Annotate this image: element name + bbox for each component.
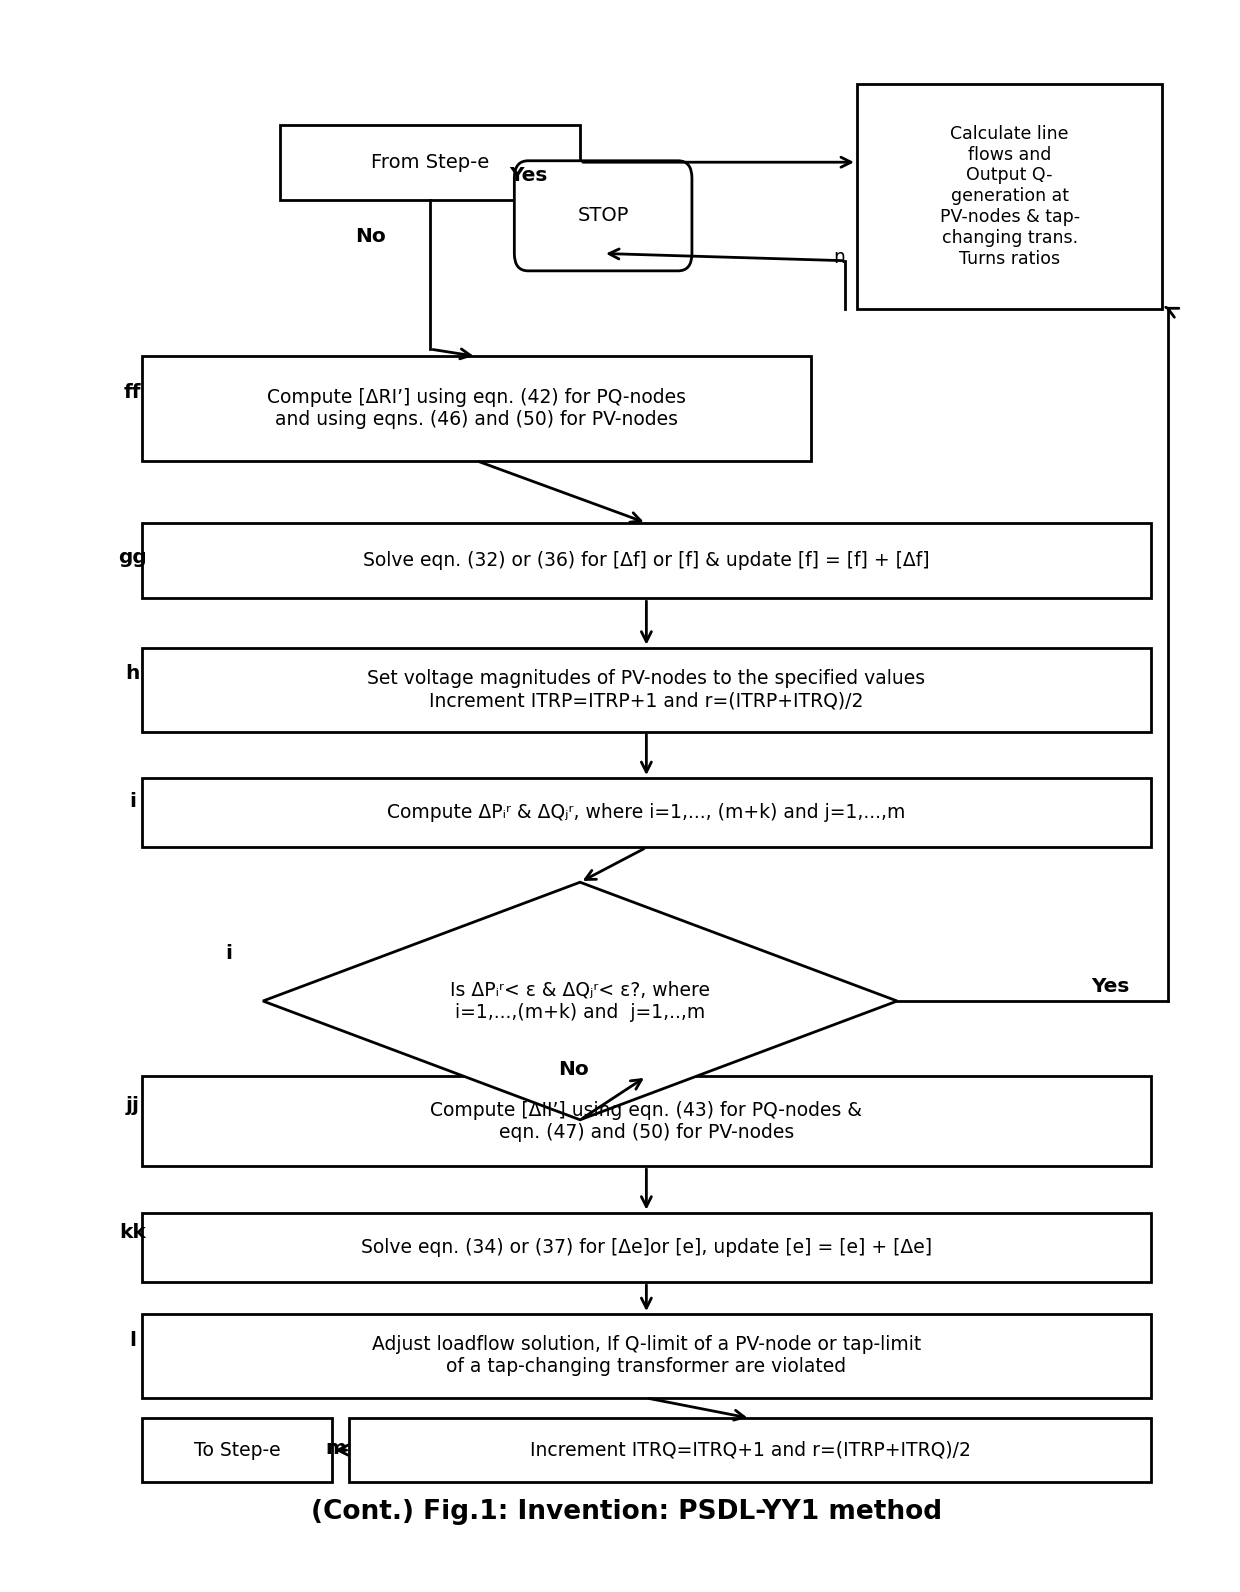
Text: Yes: Yes: [508, 166, 547, 185]
Text: (Cont.) Fig.1: Invention: PSDL-YY1 method: (Cont.) Fig.1: Invention: PSDL-YY1 metho…: [311, 1500, 941, 1525]
Text: Yes: Yes: [1091, 977, 1130, 997]
Text: m: m: [325, 1439, 346, 1458]
Text: Calculate line
flows and
Output Q-
generation at
PV-nodes & tap-
changing trans.: Calculate line flows and Output Q- gener…: [940, 124, 1080, 267]
Bar: [141, 1418, 332, 1482]
Text: From Step-e: From Step-e: [371, 153, 490, 172]
Bar: [141, 1076, 1151, 1167]
Bar: [141, 357, 811, 460]
Text: Compute [ΔII’] using eqn. (43) for PQ-nodes &
eqn. (47) and (50) for PV-nodes: Compute [ΔII’] using eqn. (43) for PQ-no…: [430, 1100, 862, 1141]
Text: Compute [ΔRI’] using eqn. (42) for PQ-nodes
and using eqns. (46) and (50) for PV: Compute [ΔRI’] using eqn. (42) for PQ-no…: [267, 388, 686, 428]
Text: Solve eqn. (32) or (36) for [Δf] or [f] & update [f] = [f] + [Δf]: Solve eqn. (32) or (36) for [Δf] or [f] …: [363, 551, 930, 570]
Text: STOP: STOP: [578, 207, 629, 226]
Bar: [857, 84, 1162, 309]
Bar: [141, 648, 1151, 732]
Text: Compute ΔPᵢʳ & ΔQⱼʳ, where i=1,..., (m+k) and j=1,...,m: Compute ΔPᵢʳ & ΔQⱼʳ, where i=1,..., (m+k…: [387, 804, 905, 821]
Text: gg: gg: [118, 548, 148, 567]
Text: Is ΔPᵢʳ< ε & ΔQⱼʳ< ε?, where
i=1,...,(m+k) and  j=1,..,m: Is ΔPᵢʳ< ε & ΔQⱼʳ< ε?, where i=1,...,(m+…: [450, 981, 711, 1022]
Bar: [141, 522, 1151, 599]
Bar: [141, 778, 1151, 847]
Text: jj: jj: [125, 1095, 140, 1114]
Text: No: No: [355, 226, 386, 245]
Text: i: i: [224, 944, 232, 963]
Text: ff: ff: [124, 384, 141, 403]
Text: Solve eqn. (34) or (37) for [Δe]or [e], update [e] = [e] + [Δe]: Solve eqn. (34) or (37) for [Δe]or [e], …: [361, 1239, 932, 1256]
Text: n: n: [833, 248, 846, 267]
Bar: [280, 124, 580, 201]
Text: kk: kk: [119, 1223, 146, 1242]
Bar: [141, 1213, 1151, 1282]
Text: Increment ITRQ=ITRQ+1 and r=(ITRP+ITRQ)/2: Increment ITRQ=ITRQ+1 and r=(ITRP+ITRQ)/…: [529, 1441, 971, 1460]
Text: h: h: [125, 664, 140, 683]
Text: i: i: [129, 791, 136, 810]
Text: Set voltage magnitudes of PV-nodes to the specified values
Increment ITRP=ITRP+1: Set voltage magnitudes of PV-nodes to th…: [367, 669, 925, 710]
Text: Adjust loadflow solution, If Q-limit of a PV-node or tap-limit
of a tap-changing: Adjust loadflow solution, If Q-limit of …: [372, 1336, 921, 1377]
Text: To Step-e: To Step-e: [193, 1441, 280, 1460]
Bar: [350, 1418, 1151, 1482]
Text: No: No: [558, 1060, 589, 1079]
Bar: [141, 1313, 1151, 1398]
FancyBboxPatch shape: [515, 161, 692, 271]
Polygon shape: [263, 882, 898, 1119]
Text: l: l: [129, 1331, 136, 1350]
